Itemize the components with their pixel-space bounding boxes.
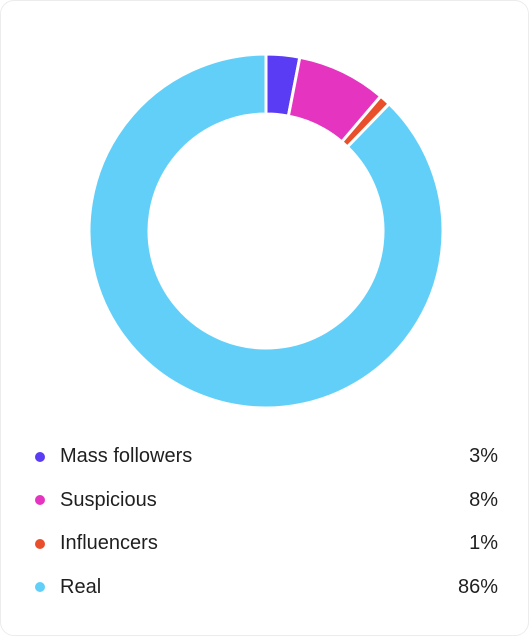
legend-swatch xyxy=(35,495,45,506)
legend-label: Suspicious xyxy=(60,488,157,511)
legend-label: Real xyxy=(60,575,102,598)
legend-swatch xyxy=(35,538,45,549)
legend-item-mass-followers: Mass followers 3% xyxy=(35,435,498,479)
legend: Mass followers 3% Suspicious 8% Influenc… xyxy=(35,435,498,609)
legend-swatch xyxy=(35,451,45,462)
legend-value: 1% xyxy=(469,532,498,555)
donut-slice-real[interactable] xyxy=(87,52,445,410)
legend-item-real: Real 86% xyxy=(35,566,498,610)
legend-swatch xyxy=(35,582,45,593)
legend-item-influencers: Influencers 1% xyxy=(35,522,498,566)
donut-chart xyxy=(87,52,445,410)
legend-value: 3% xyxy=(469,445,498,468)
legend-label: Mass followers xyxy=(60,445,193,468)
legend-label: Influencers xyxy=(60,532,158,555)
legend-value: 8% xyxy=(469,488,498,511)
legend-item-suspicious: Suspicious 8% xyxy=(35,479,498,523)
legend-value: 86% xyxy=(457,575,498,598)
